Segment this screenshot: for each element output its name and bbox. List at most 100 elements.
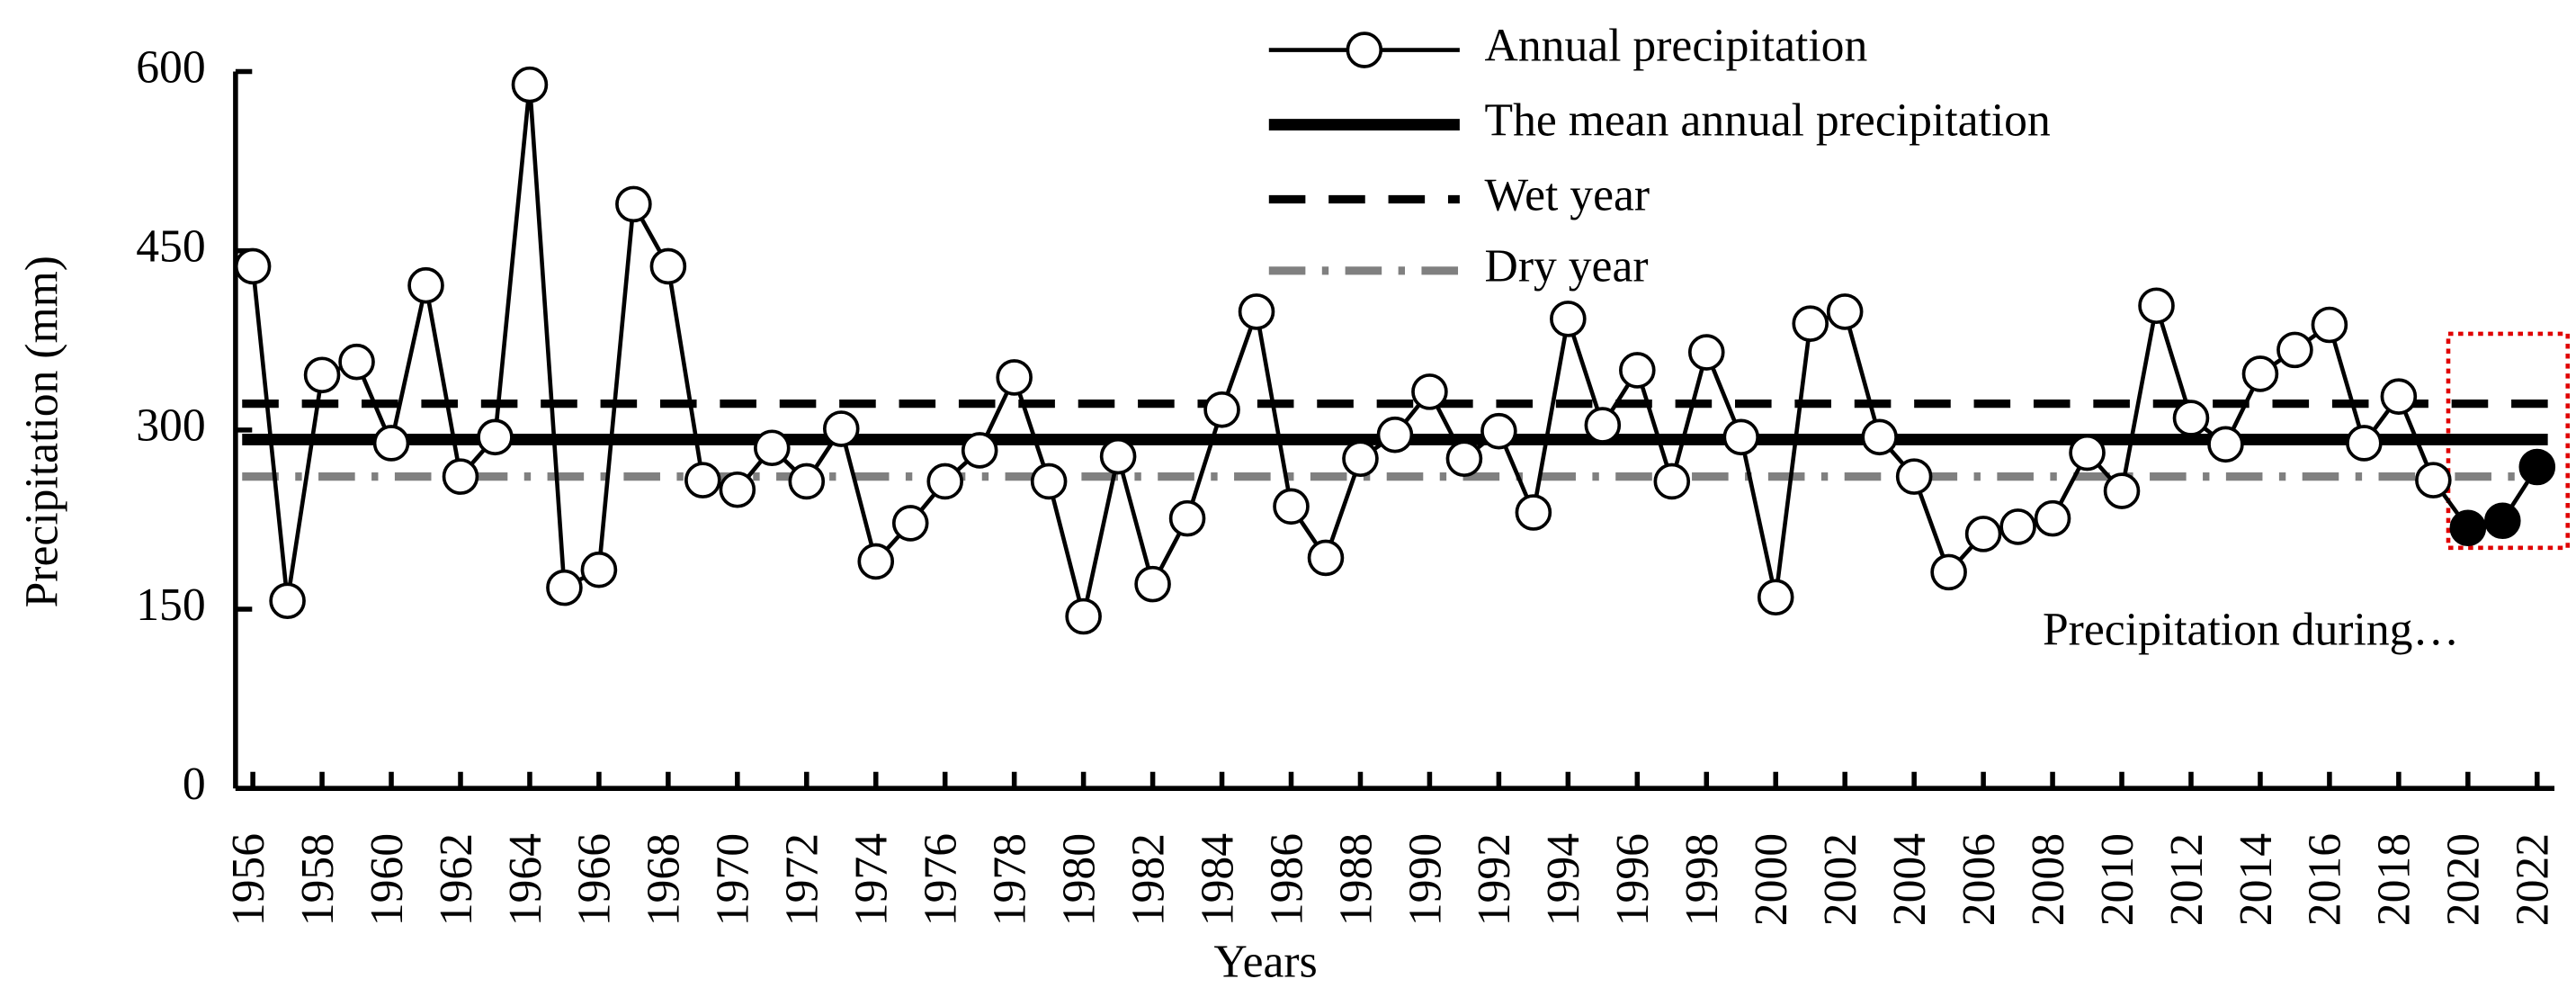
data-point [2034, 499, 2071, 537]
data-point [1930, 553, 1967, 591]
data-point [649, 247, 687, 285]
data-point [234, 247, 272, 285]
data-point [303, 356, 341, 394]
data-point [754, 429, 791, 467]
y-tick-label: 150 [136, 579, 205, 631]
data-point [2346, 425, 2383, 462]
data-point [1653, 463, 1691, 500]
data-point [1203, 391, 1240, 428]
x-tick-label: 1956 [223, 833, 274, 926]
x-axis-title: Years [1213, 936, 1317, 987]
x-tick-label: 1982 [1123, 833, 1174, 926]
x-tick-label: 1996 [1607, 833, 1659, 926]
data-point [546, 569, 583, 606]
data-point [1964, 516, 2002, 552]
x-tick-label: 1990 [1400, 833, 1451, 926]
data-point [1445, 440, 1483, 478]
x-tick-label: 1974 [846, 833, 898, 926]
x-tick-label: 1958 [292, 833, 344, 926]
data-point [1550, 301, 1587, 337]
legend-label: The mean annual precipitation [1485, 94, 2051, 146]
data-point [2276, 331, 2313, 369]
x-tick-label: 2002 [1815, 833, 1866, 926]
y-tick-label: 0 [183, 759, 206, 810]
data-point [1376, 416, 1414, 454]
x-tick-label: 2020 [2438, 833, 2490, 926]
data-point [2207, 426, 2244, 463]
x-tick-label: 1978 [985, 833, 1036, 926]
x-tick-label: 1962 [431, 833, 482, 926]
x-tick-label: 1986 [1261, 833, 1312, 926]
data-point [1515, 494, 1552, 531]
data-point [1030, 463, 1068, 500]
legend-marker [1346, 31, 1383, 68]
data-point [2069, 434, 2106, 472]
y-axis-title: Precipitation (mm) [16, 256, 67, 607]
data-point [1757, 579, 1794, 616]
data-point [1687, 334, 1725, 371]
data-point [1584, 407, 1622, 444]
data-point [788, 463, 826, 500]
data-point [1168, 499, 1206, 537]
x-tick-label: 1968 [639, 833, 690, 926]
data-point [1342, 440, 1379, 478]
x-tick-label: 1998 [1677, 833, 1728, 926]
data-point [2415, 462, 2452, 499]
data-point [926, 463, 963, 500]
data-point [857, 543, 895, 580]
data-point [961, 432, 998, 469]
x-tick-label: 1980 [1053, 833, 1105, 926]
y-tick-label: 300 [136, 400, 205, 452]
x-tick-label: 1970 [708, 833, 759, 926]
data-point [1307, 539, 1345, 577]
y-tick-label: 450 [136, 221, 205, 273]
x-tick-label: 1992 [1469, 833, 1520, 926]
data-point [2241, 355, 2279, 392]
x-tick-label: 1964 [500, 833, 551, 926]
x-tick-label: 2008 [2023, 833, 2074, 926]
x-tick-label: 2018 [2369, 833, 2420, 926]
data-point [1792, 305, 1829, 342]
data-point [1134, 565, 1171, 603]
data-point [1238, 293, 1275, 330]
data-point [1099, 437, 1137, 475]
data-point [1065, 597, 1102, 635]
x-tick-label: 2022 [2508, 833, 2559, 926]
y-tick-label: 600 [136, 41, 205, 93]
data-point [684, 462, 721, 499]
data-point [2518, 448, 2556, 486]
data-point [1722, 418, 1760, 456]
legend-label: Annual precipitation [1485, 20, 1868, 71]
x-tick-label: 2004 [1884, 833, 1936, 926]
data-point [1619, 352, 1656, 389]
x-tick-label: 2006 [1954, 833, 2005, 926]
legend-label: Dry year [1485, 241, 1649, 292]
x-tick-label: 1988 [1330, 833, 1382, 926]
data-line [250, 84, 2539, 617]
data-point [891, 505, 929, 542]
data-point [1411, 373, 1448, 410]
x-tick-label: 1994 [1538, 833, 1589, 926]
x-tick-label: 1976 [916, 833, 967, 926]
data-point [996, 359, 1033, 396]
x-tick-label: 1966 [569, 833, 621, 926]
data-point [822, 410, 860, 447]
x-tick-label: 1972 [777, 833, 828, 926]
data-point [407, 266, 444, 304]
data-point [2484, 502, 2521, 540]
x-tick-label: 2010 [2092, 833, 2143, 926]
data-point [2380, 378, 2418, 415]
x-tick-label: 2016 [2300, 833, 2351, 926]
data-point [2449, 509, 2487, 547]
x-tick-label: 2014 [2231, 833, 2282, 926]
data-point [511, 66, 549, 103]
data-point [2103, 472, 2141, 509]
data-point [477, 418, 514, 456]
annotation: Precipitation during… [2043, 605, 2459, 656]
data-point [372, 425, 410, 462]
data-point [1999, 508, 2036, 545]
data-point [1480, 412, 1517, 450]
data-point [2172, 400, 2210, 436]
x-tick-label: 1984 [1192, 833, 1243, 926]
